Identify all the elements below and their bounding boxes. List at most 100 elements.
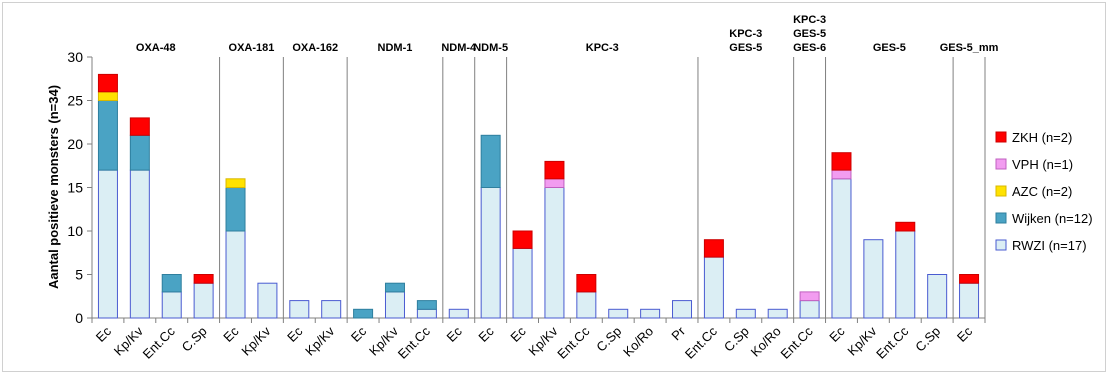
- x-tick-label: Kp/Kv: [302, 323, 337, 358]
- group-label: GES-6: [793, 42, 826, 54]
- group-label: OXA-181: [229, 42, 275, 54]
- group-label: KPC-3: [586, 42, 619, 54]
- legend-label: RWZI (n=17): [1012, 238, 1087, 253]
- group-label: NDM-1: [378, 42, 413, 54]
- bar-segment: [225, 230, 246, 319]
- bar-segment: [129, 117, 150, 136]
- x-tick-label: Ec: [507, 323, 529, 345]
- x-tick-label: Ec: [284, 323, 306, 345]
- group-label: GES-5: [793, 28, 826, 40]
- x-tick-label: C.Sp: [179, 324, 210, 355]
- x-tick-label: Ec: [348, 323, 370, 345]
- legend-swatch: [995, 131, 1007, 143]
- bar-segment: [576, 291, 597, 319]
- bar-segment: [799, 291, 820, 302]
- bar-segment: [321, 300, 342, 319]
- legend-label: Wijken (n=12): [1012, 211, 1093, 226]
- y-tick-label: 10: [67, 223, 83, 239]
- y-tick-label: 0: [75, 310, 83, 326]
- bar-segment: [416, 300, 437, 310]
- bar-segment: [959, 282, 980, 319]
- x-tick-label: Ent.Cc: [873, 323, 912, 362]
- bar-segment: [831, 178, 852, 319]
- bar-segment: [480, 134, 501, 189]
- bar-segment: [831, 152, 852, 171]
- bar-segment: [959, 274, 980, 284]
- y-tick-label: 30: [67, 49, 83, 65]
- bar-segment: [448, 308, 469, 319]
- bar-segment: [384, 282, 405, 293]
- bar-segment: [289, 300, 310, 319]
- bar-segment: [767, 308, 788, 319]
- bar-segment: [927, 274, 948, 319]
- group-label: NDM-4: [441, 42, 477, 54]
- x-tick-label: Ec: [954, 323, 976, 345]
- bar-segment: [863, 239, 884, 319]
- y-tick-label: 15: [67, 180, 83, 196]
- x-tick-label: Ent.Cc: [554, 323, 593, 362]
- y-tick-label: 5: [75, 267, 83, 283]
- legend-swatch: [995, 239, 1007, 251]
- legend-label: ZKH (n=2): [1012, 130, 1072, 145]
- x-tick-label: C.Sp: [912, 324, 943, 355]
- bar-segment: [831, 169, 852, 180]
- bar-segment: [97, 169, 118, 319]
- group-label: OXA-48: [136, 42, 176, 54]
- bar-segment: [480, 187, 501, 319]
- y-tick-label: 25: [67, 93, 83, 109]
- group-label: KPC-3: [729, 28, 762, 40]
- bar-segment: [129, 169, 150, 319]
- group-label: GES-5: [873, 42, 906, 54]
- bar-segment: [384, 291, 405, 319]
- x-tick-label: Ent.Cc: [778, 323, 817, 362]
- bar-segment: [193, 282, 214, 319]
- bar-segment: [225, 178, 246, 189]
- group-label: OXA-162: [292, 42, 338, 54]
- bar-segment: [353, 308, 374, 319]
- bar-segment: [703, 256, 724, 319]
- bar-segment: [512, 230, 533, 249]
- x-tick-label: Ec: [220, 323, 242, 345]
- legend-label: AZC (n=2): [1012, 184, 1072, 199]
- x-tick-label: Ko/Ro: [748, 324, 784, 360]
- bar-segment: [416, 308, 437, 319]
- bar-segment: [97, 91, 118, 102]
- group-label: GES-5_mm: [940, 42, 999, 54]
- bar-segment: [672, 300, 693, 319]
- x-tick-label: Ent.Cc: [682, 323, 721, 362]
- bar-segment: [799, 300, 820, 319]
- bar-segment: [257, 282, 278, 319]
- bar-segment: [97, 73, 118, 93]
- x-tick-label: Ec: [475, 323, 497, 345]
- bar-segment: [703, 239, 724, 258]
- y-axis-label: Aantal positieve monsters (n=34): [46, 85, 61, 289]
- bar-segment: [161, 274, 182, 293]
- legend-label: VPH (n=1): [1012, 157, 1073, 172]
- bar-segment: [544, 160, 565, 180]
- bar-segment: [640, 308, 661, 319]
- bar-segment: [97, 100, 118, 171]
- bar-segment: [895, 221, 916, 232]
- bar-segment: [161, 291, 182, 319]
- group-label: NDM-5: [473, 42, 508, 54]
- x-tick-label: Ent.Cc: [395, 323, 434, 362]
- x-tick-label: Ec: [826, 323, 848, 345]
- legend-swatch: [995, 158, 1007, 170]
- legend-swatch: [995, 212, 1007, 224]
- bar-segment: [129, 134, 150, 171]
- x-tick-label: Pr: [668, 323, 688, 343]
- bar-segment: [608, 308, 629, 319]
- bar-segment: [544, 178, 565, 189]
- x-tick-label: Kp/Kv: [238, 323, 273, 358]
- bar-segment: [735, 308, 756, 319]
- plot-area: 0 5 10 15 20 25 30 OXA-48 OXA-181 OXA-162 NDM-1 NDM…: [67, 14, 998, 362]
- group-label: KPC-3: [793, 14, 826, 26]
- x-tick-label: Ko/Ro: [620, 324, 656, 360]
- group-label: GES-5: [729, 42, 762, 54]
- bar-segment: [544, 187, 565, 319]
- bar-segment: [225, 187, 246, 232]
- bar-segment: [512, 247, 533, 319]
- bar-segment: [895, 230, 916, 319]
- bar-segment: [576, 274, 597, 293]
